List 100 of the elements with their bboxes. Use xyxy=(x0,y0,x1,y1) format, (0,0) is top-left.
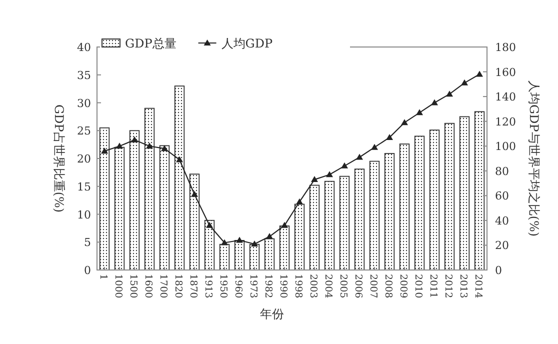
bar xyxy=(354,168,365,270)
bar xyxy=(159,145,170,270)
bar xyxy=(264,238,275,270)
bar xyxy=(249,244,260,270)
y2-tick-label: 180 xyxy=(495,41,516,54)
point xyxy=(356,154,363,160)
x-tick-label: 2013 xyxy=(458,274,468,298)
x-tick-label: 2004 xyxy=(322,274,334,298)
point xyxy=(341,162,348,168)
y-tick-label: 25 xyxy=(77,124,91,138)
y2-tick-label: 120 xyxy=(495,115,516,128)
bar xyxy=(339,176,350,270)
x-tick-label: 1982 xyxy=(262,274,274,298)
legend-label: 人均GDP xyxy=(221,36,273,50)
y-tick-label: 20 xyxy=(77,152,91,166)
bar xyxy=(234,240,245,270)
bar xyxy=(174,86,185,270)
y-tick-label: 0 xyxy=(84,264,91,277)
bar xyxy=(129,130,140,270)
y2-tick-label: 0 xyxy=(495,264,502,277)
bar xyxy=(189,174,200,270)
y-tick-label: 40 xyxy=(77,41,91,54)
point xyxy=(236,236,243,243)
x-tick-label: 2008 xyxy=(382,274,394,298)
point xyxy=(416,109,423,116)
y-tick-label: 15 xyxy=(77,180,91,194)
y-tick-label: 35 xyxy=(77,68,91,82)
y-tick-label: 30 xyxy=(77,96,91,110)
x-tick-label: 1990 xyxy=(278,274,288,298)
bar xyxy=(429,130,440,270)
point xyxy=(161,145,168,152)
x-tick-label: 1700 xyxy=(158,274,168,298)
y2-tick-label: 80 xyxy=(495,164,509,178)
bar xyxy=(294,204,305,270)
x-tick-label: 1820 xyxy=(172,274,184,298)
legend-label: GDP总量 xyxy=(125,36,176,50)
bar xyxy=(324,180,335,270)
x-tick-label: 2014 xyxy=(472,274,484,298)
bar xyxy=(444,122,455,270)
x-tick-label: 2005 xyxy=(338,274,348,298)
x-axis-title: 年份 xyxy=(260,307,284,321)
point xyxy=(116,142,123,149)
x-tick-label: 2006 xyxy=(352,274,364,298)
point xyxy=(311,176,318,182)
x-tick-label: 1913 xyxy=(202,274,214,298)
bar xyxy=(219,244,230,270)
y-tick-label: 5 xyxy=(84,236,91,250)
point xyxy=(206,222,213,228)
bar xyxy=(279,226,290,270)
y2-tick-label: 140 xyxy=(495,90,516,104)
x-tick-label: 2009 xyxy=(398,274,408,298)
y-axis-title: GDP占世界比重(%) xyxy=(52,104,66,213)
bar xyxy=(204,220,215,270)
y2-axis-title: 人均GDP与世界平均之比(%) xyxy=(527,80,541,237)
y2-tick-label: 20 xyxy=(495,239,509,252)
point xyxy=(326,171,333,178)
point xyxy=(296,198,303,204)
point xyxy=(461,79,468,86)
point xyxy=(371,144,378,150)
x-tick-label: 1000 xyxy=(112,274,124,298)
y2-tick-label: 100 xyxy=(495,140,516,154)
point xyxy=(101,148,108,154)
x-tick-label: 1600 xyxy=(142,274,154,298)
point xyxy=(446,90,453,97)
point xyxy=(266,233,273,240)
point xyxy=(191,190,198,197)
bar xyxy=(144,108,155,270)
point xyxy=(431,99,438,106)
point xyxy=(401,119,408,126)
x-tick-label: 2011 xyxy=(428,274,438,298)
x-tick-label: 2007 xyxy=(368,274,378,298)
point xyxy=(146,142,153,149)
bar xyxy=(99,127,110,270)
x-tick-label: 1950 xyxy=(218,274,228,298)
bar xyxy=(474,111,485,270)
x-tick-label: 1 xyxy=(98,274,108,280)
y-tick-label: 10 xyxy=(77,208,91,222)
point xyxy=(386,134,393,140)
bar xyxy=(459,116,470,270)
point xyxy=(176,156,183,162)
y2-tick-label: 60 xyxy=(495,190,509,203)
bar xyxy=(384,153,395,270)
x-tick-label: 2012 xyxy=(442,274,454,298)
point xyxy=(251,240,258,246)
bar xyxy=(369,160,380,270)
bar xyxy=(399,144,410,270)
point xyxy=(221,239,228,246)
y2-tick-label: 40 xyxy=(495,214,509,228)
y2-tick-label: 160 xyxy=(495,66,516,79)
bar xyxy=(414,136,425,270)
x-tick-label: 2010 xyxy=(412,274,424,298)
x-tick-label: 2003 xyxy=(308,274,318,298)
point xyxy=(281,222,288,228)
x-tick-label: 1998 xyxy=(292,274,304,298)
x-tick-label: 1973 xyxy=(248,274,258,298)
x-tick-label: 1500 xyxy=(128,274,138,298)
x-tick-label: 1960 xyxy=(232,274,244,298)
bar xyxy=(114,146,125,270)
point xyxy=(476,70,483,77)
point xyxy=(131,136,138,142)
